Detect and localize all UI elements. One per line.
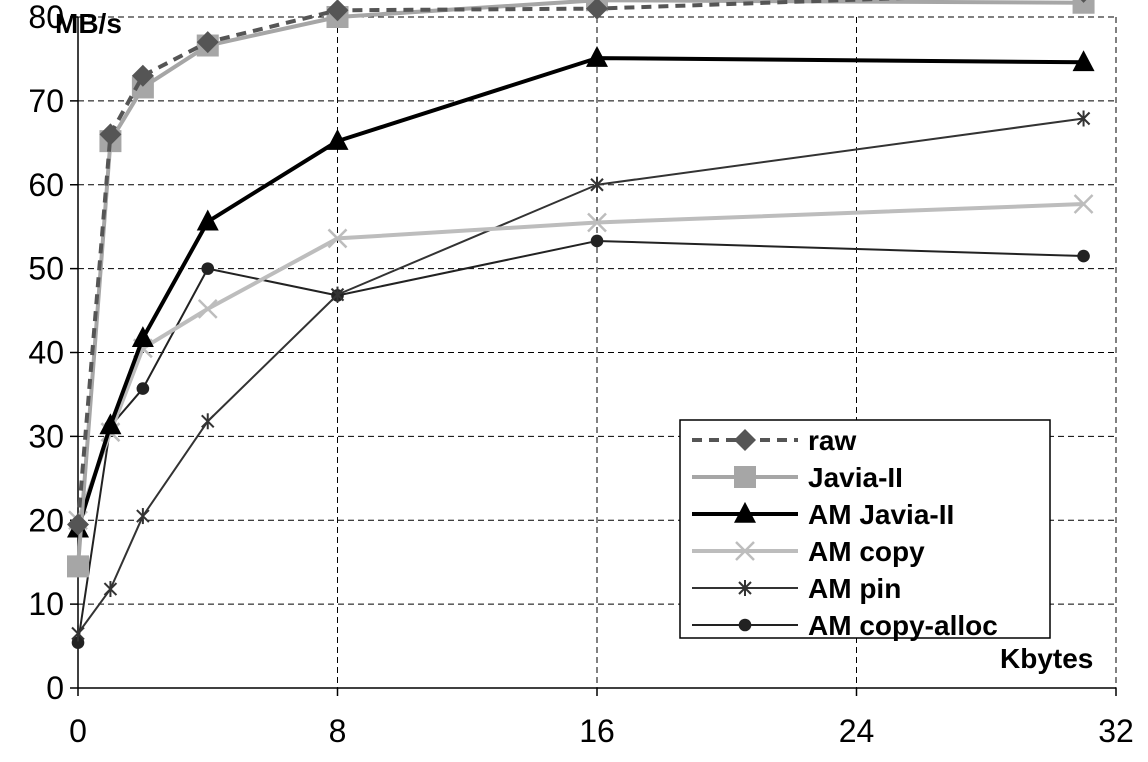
y-tick-label: 30 <box>28 418 64 454</box>
marker-diamond <box>586 0 608 20</box>
legend-item: AM copy <box>692 536 925 567</box>
y-tick-label: 40 <box>28 335 64 371</box>
legend-label: Javia-II <box>808 462 903 493</box>
y-tick-label: 50 <box>28 251 64 287</box>
y-tick-label: 20 <box>28 502 64 538</box>
marker-diamond <box>734 429 756 451</box>
marker-x <box>735 541 755 561</box>
marker-diamond <box>131 64 154 87</box>
marker-x <box>587 212 607 233</box>
y-tick-label: 70 <box>28 83 64 119</box>
x-tick-label: 8 <box>329 713 347 749</box>
legend-label: AM Javia-II <box>808 499 954 530</box>
marker-square <box>734 466 756 488</box>
legend-item: AM pin <box>692 573 901 604</box>
legend-item: AM Javia-II <box>692 499 954 530</box>
marker-x <box>327 228 348 249</box>
y-tick-label: 10 <box>28 586 64 622</box>
legend-label: AM copy <box>808 536 925 567</box>
legend-box <box>679 419 1051 639</box>
marker-square <box>67 555 89 578</box>
marker-circle <box>201 262 215 275</box>
y-tick-label: 80 <box>28 0 64 35</box>
marker-diamond <box>326 0 349 22</box>
legend: raw Javia-II AM Javia-II AM copy AM pin AM co… <box>679 419 1051 641</box>
x-tick-label: 32 <box>1098 713 1134 749</box>
x-axis-title: Kbytes <box>1000 643 1093 674</box>
marker-x <box>197 299 218 319</box>
y-tick-label: 0 <box>46 670 64 706</box>
legend-items: raw Javia-II AM Javia-II AM copy AM pin AM co… <box>692 425 998 641</box>
marker-triangle <box>196 209 219 231</box>
marker-triangle <box>99 413 122 435</box>
marker-x <box>1073 194 1094 214</box>
marker-circle <box>590 234 604 248</box>
marker-triangle <box>586 45 608 67</box>
marker-square <box>1072 0 1095 14</box>
series-raw <box>67 0 1087 536</box>
marker-circle <box>738 618 752 632</box>
x-tick-label: 0 <box>69 713 87 749</box>
marker-diamond <box>1080 0 1087 3</box>
marker-diamond <box>99 123 122 146</box>
x-tick-label: 24 <box>839 713 875 749</box>
marker-triangle <box>131 326 154 348</box>
series-am-javia-ii <box>67 45 1095 538</box>
marker-circle <box>1077 249 1090 263</box>
tick-labels: 0 10 20 30 40 50 60 70 80 0 8 16 24 32 <box>28 0 1133 749</box>
marker-diamond <box>67 513 89 536</box>
y-tick-label: 60 <box>28 167 64 203</box>
marker-circle <box>136 382 150 395</box>
marker-diamond <box>196 31 219 54</box>
marker-circle <box>71 636 85 650</box>
legend-item: AM copy-alloc <box>692 610 998 641</box>
marker-triangle <box>1072 50 1095 72</box>
legend-label: AM copy-alloc <box>808 610 998 641</box>
y-axis-title: MB/s <box>55 8 122 39</box>
legend-label: raw <box>808 425 856 456</box>
x-tick-label: 16 <box>579 713 615 749</box>
marker-triangle <box>326 129 349 150</box>
legend-label: AM pin <box>808 573 901 604</box>
marker-triangle <box>734 501 756 523</box>
series <box>67 0 1095 650</box>
series-am-pin <box>71 110 1091 642</box>
legend-item: raw <box>692 425 856 456</box>
legend-item: Javia-II <box>692 462 903 493</box>
